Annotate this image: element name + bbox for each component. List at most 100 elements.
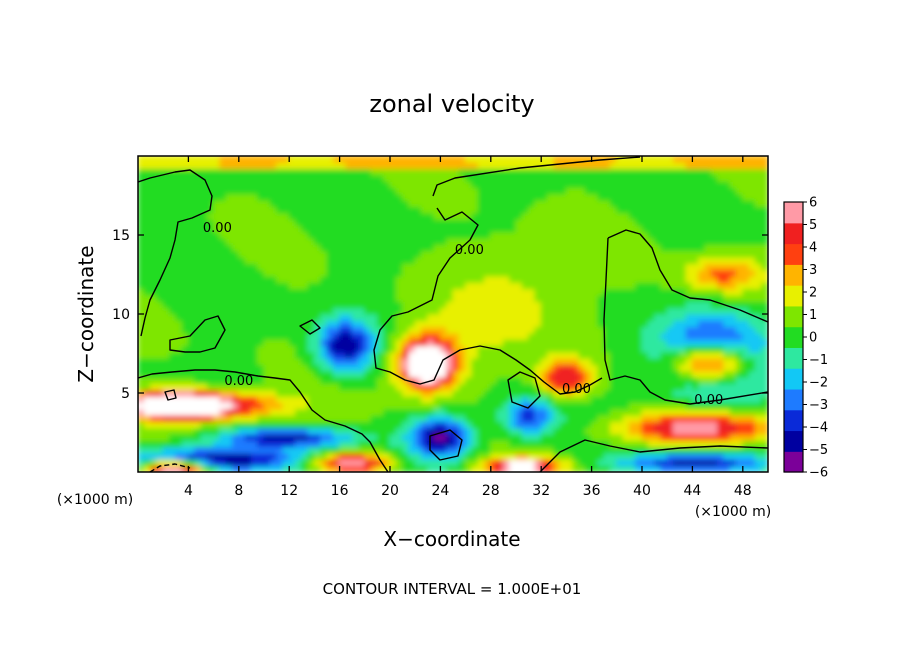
heatmap-cell — [691, 193, 700, 201]
heatmap-cell — [736, 300, 744, 309]
heatmap-cell — [666, 281, 674, 290]
heatmap-cell — [376, 199, 385, 208]
heatmap-cell — [376, 395, 385, 403]
heatmap-cell — [572, 351, 580, 359]
heatmap-cell — [250, 465, 259, 472]
heatmap-cell — [748, 420, 756, 429]
heatmap-cell — [370, 452, 378, 460]
heatmap-cell — [257, 281, 265, 290]
heatmap-cell — [559, 269, 567, 277]
heatmap-cell — [660, 338, 668, 347]
heatmap-cell — [603, 206, 611, 214]
heatmap-cell — [591, 174, 599, 182]
heatmap-cell — [200, 307, 208, 315]
heatmap-cell — [622, 465, 630, 472]
heatmap-cell — [698, 446, 706, 454]
heatmap-cell — [748, 174, 756, 182]
heatmap-cell — [433, 357, 441, 366]
heatmap-cell — [559, 345, 567, 353]
heatmap-cell — [408, 465, 416, 472]
heatmap-cell — [521, 288, 530, 296]
heatmap-cell — [742, 300, 750, 309]
heatmap-cell — [679, 446, 687, 454]
heatmap-cell — [414, 161, 422, 170]
heatmap-cell — [244, 446, 252, 454]
heatmap-cell — [389, 376, 397, 385]
heatmap-cell — [257, 395, 265, 403]
heatmap-cell — [345, 351, 353, 359]
heatmap-cell — [313, 351, 322, 359]
heatmap-cell — [332, 161, 341, 170]
heatmap-cell — [276, 168, 284, 176]
heatmap-cell — [288, 452, 296, 460]
heatmap-cell — [200, 439, 208, 448]
heatmap-cell — [515, 193, 523, 201]
heatmap-cell — [509, 332, 517, 340]
heatmap-cell — [150, 300, 158, 309]
heatmap-cell — [698, 237, 706, 245]
heatmap-cell — [320, 458, 328, 467]
heatmap-cell — [320, 401, 328, 410]
heatmap-cell — [540, 395, 548, 403]
heatmap-cell — [666, 414, 674, 422]
heatmap-cell — [477, 332, 485, 340]
heatmap-cell — [257, 465, 265, 472]
heatmap-cell — [225, 174, 233, 182]
heatmap-cell — [433, 294, 441, 302]
heatmap-cell — [414, 269, 422, 277]
heatmap-cell — [691, 262, 700, 271]
heatmap-cell — [263, 326, 271, 334]
heatmap-cell — [547, 180, 555, 189]
heatmap-cell — [219, 237, 227, 245]
heatmap-cell — [673, 225, 681, 233]
heatmap-cell — [666, 446, 674, 454]
heatmap-cell — [206, 161, 215, 170]
heatmap-cell — [276, 206, 284, 214]
heatmap-cell — [364, 250, 372, 258]
heatmap-cell — [414, 383, 422, 391]
heatmap-cell — [383, 326, 391, 334]
heatmap-cell — [282, 180, 290, 189]
heatmap-cell — [465, 243, 473, 252]
heatmap-cell — [282, 225, 290, 233]
heatmap-cell — [263, 433, 271, 441]
heatmap-cell — [509, 458, 517, 467]
heatmap-cell — [584, 427, 593, 435]
heatmap-cell — [301, 446, 309, 454]
heatmap-cell — [433, 156, 441, 163]
heatmap-cell — [232, 288, 240, 296]
heatmap-cell — [383, 156, 391, 163]
heatmap-cell — [206, 193, 215, 201]
heatmap-cell — [490, 427, 498, 435]
heatmap-cell — [534, 250, 542, 258]
heatmap-cell — [685, 395, 693, 403]
heatmap-cell — [591, 294, 599, 302]
heatmap-cell — [578, 243, 586, 252]
heatmap-cell — [547, 218, 555, 227]
heatmap-cell — [376, 345, 385, 353]
heatmap-cell — [685, 401, 693, 410]
heatmap-cell — [232, 300, 240, 309]
heatmap-cell — [616, 465, 624, 472]
heatmap-cell — [206, 427, 215, 435]
heatmap-cell — [736, 420, 744, 429]
heatmap-cell — [370, 187, 378, 195]
heatmap-cell — [232, 465, 240, 472]
heatmap-cell — [238, 389, 246, 397]
heatmap-cell — [169, 389, 177, 397]
heatmap-cell — [673, 269, 681, 277]
heatmap-cell — [408, 401, 416, 410]
heatmap-cell — [332, 187, 341, 195]
heatmap-cell — [150, 345, 158, 353]
heatmap-cell — [578, 452, 586, 460]
heatmap-cell — [528, 338, 536, 347]
heatmap-cell — [408, 174, 416, 182]
heatmap-cell — [439, 218, 448, 227]
heatmap-cell — [370, 332, 378, 340]
heatmap-cell — [138, 168, 145, 176]
heatmap-cell — [175, 250, 183, 258]
heatmap-cell — [679, 420, 687, 429]
heatmap-cell — [320, 269, 328, 277]
heatmap-cell — [282, 243, 290, 252]
heatmap-cell — [288, 231, 296, 239]
